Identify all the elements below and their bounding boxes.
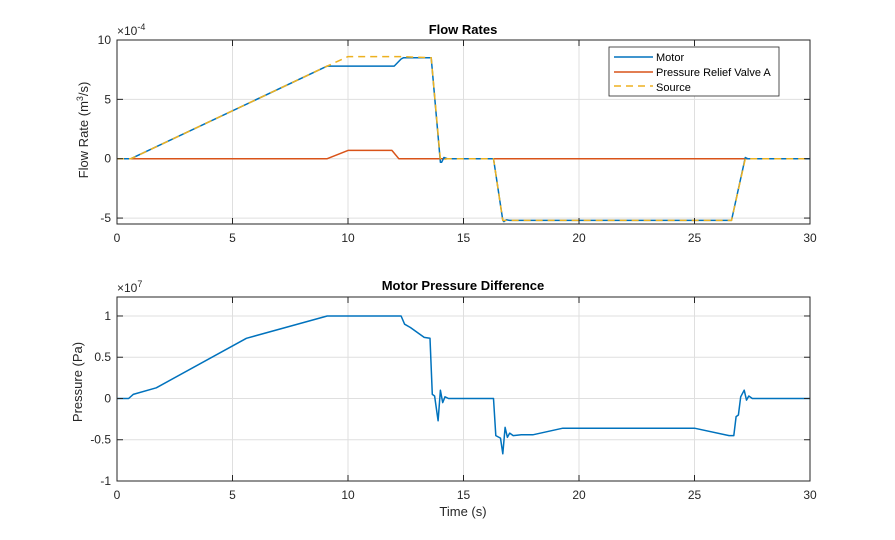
pressure-ytick-label: 0.5: [94, 350, 111, 364]
flow-rates-ylabel: Flow Rate (m3/s): [75, 82, 91, 179]
flow-rates-xtick-label: 25: [688, 231, 702, 245]
flow-rates-xtick-label: 30: [803, 231, 817, 245]
pressure-series: [117, 315, 810, 455]
flow-rates-ytick-label: 5: [104, 92, 111, 106]
flow-rates-xtick-label: 0: [114, 231, 121, 245]
flow-rates-exponent-base: ×10: [117, 24, 138, 38]
pressure-series-motor: [117, 315, 810, 455]
flow-rates-ytick-label: 10: [98, 33, 112, 47]
pressure-exponent-label: ×107: [117, 279, 142, 295]
flow-rates-ylabel-post: /s): [76, 82, 91, 96]
pressure-title: Motor Pressure Difference: [382, 278, 545, 293]
pressure-xtick-label: 20: [572, 488, 586, 502]
pressure-exponent-power: 7: [137, 279, 142, 289]
pressure-xtick-label: 30: [803, 488, 817, 502]
flow-rates-ylabel-pre: Flow Rate (m: [76, 101, 91, 178]
pressure-grid: [117, 297, 810, 481]
pressure-xlabel: Time (s): [439, 504, 486, 519]
pressure-xtick-label: 15: [457, 488, 471, 502]
pressure-ytick-label: -1: [100, 474, 111, 488]
flow-rates-series-source: [117, 55, 810, 222]
flow-rates-ytick-label: -5: [100, 211, 111, 225]
pressure-ytick-label: 1: [104, 309, 111, 323]
flow-rates-exponent-power: -4: [137, 22, 145, 32]
pressure-xtick-label: 25: [688, 488, 702, 502]
legend-label-motor: Motor: [656, 52, 684, 64]
pressure-xtick-label: 5: [229, 488, 236, 502]
flow-rates-xtick-label: 20: [572, 231, 586, 245]
pressure-axes: 0 5 10 15 20 25 30 -1 -0.5 0 0.5 1 Motor Pressure D…: [70, 278, 817, 519]
flow-rates-ytick-label: 0: [104, 152, 111, 166]
flow-rates-title: Flow Rates: [429, 22, 498, 37]
legend-entry-source: Source: [614, 82, 691, 94]
flow-rates-xtick-label: 10: [341, 231, 355, 245]
pressure-exponent-base: ×10: [117, 281, 138, 295]
flow-rates-xtick-label: 15: [457, 231, 471, 245]
flow-rates-exponent-label: ×10-4: [117, 22, 145, 38]
flow-rates-legend: Motor Pressure Relief Valve A Source: [608, 46, 780, 97]
legend-entry-motor: Motor: [614, 52, 684, 64]
legend-label-source: Source: [656, 82, 691, 94]
pressure-ytick-label: -0.5: [90, 433, 111, 447]
pressure-ticks: 0 5 10 15 20 25 30 -1 -0.5 0 0.5 1: [90, 297, 817, 502]
pressure-xtick-label: 10: [341, 488, 355, 502]
pressure-ylabel: Pressure (Pa): [70, 342, 85, 422]
flow-rates-xtick-label: 5: [229, 231, 236, 245]
flow-rates-ylabel-sup: 3: [75, 96, 85, 101]
legend-label-prv: Pressure Relief Valve A: [656, 67, 771, 79]
pressure-xtick-label: 0: [114, 488, 121, 502]
pressure-ytick-label: 0: [104, 391, 111, 405]
legend-entry-prv: Pressure Relief Valve A: [614, 67, 771, 79]
